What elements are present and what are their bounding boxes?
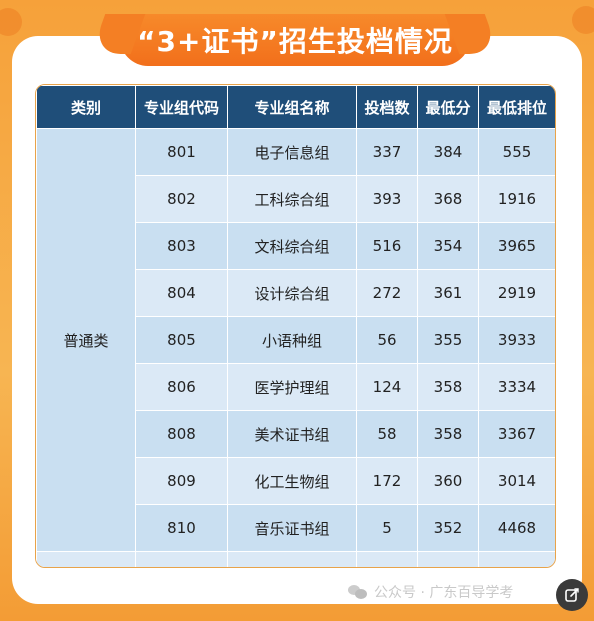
group-code-cell: 805: [135, 316, 228, 364]
min-rank-cell: 4468: [478, 504, 555, 552]
group-code-cell: 801: [135, 128, 228, 176]
table-row: 中外合作类 807 中外合作办学组 24 353 4117: [36, 551, 555, 567]
table-header-row: 类别 专业组代码 专业组名称 投档数 最低分 最低排位: [36, 85, 555, 129]
min-rank-cell: 3014: [478, 457, 555, 505]
admit-count-cell: 172: [356, 457, 418, 505]
min-rank-cell: 1916: [478, 175, 555, 223]
admission-table: 类别 专业组代码 专业组名称 投档数 最低分 最低排位 普通类 801 电子信息…: [36, 85, 555, 567]
group-name-cell: 设计综合组: [227, 269, 357, 317]
admit-count-cell: 5: [356, 504, 418, 552]
group-code-cell: 803: [135, 222, 228, 270]
watermark: 公众号 · 广东百导学考: [348, 581, 513, 603]
admit-count-cell: 516: [356, 222, 418, 270]
category-cell: 中外合作类: [36, 551, 136, 567]
table-row: 808 美术证书组 58 358 3367: [37, 410, 555, 458]
min-score-cell: 360: [417, 457, 479, 505]
min-rank-cell: 4117: [478, 551, 555, 567]
wechat-icon: [348, 585, 368, 599]
group-name-cell: 医学护理组: [227, 363, 357, 411]
min-rank-cell: 2919: [478, 269, 555, 317]
min-score-cell: 352: [417, 504, 479, 552]
table-row: 809 化工生物组 172 360 3014: [37, 457, 555, 505]
group-code-cell: 810: [135, 504, 228, 552]
header-group-code: 专业组代码: [135, 85, 228, 129]
group-name-cell: 美术证书组: [227, 410, 357, 458]
group-code-cell: 808: [135, 410, 228, 458]
decor-dot-right: [572, 6, 594, 34]
admit-count-cell: 337: [356, 128, 418, 176]
category-cell: 普通类: [36, 128, 136, 552]
admit-count-cell: 272: [356, 269, 418, 317]
table-row: 802 工科综合组 393 368 1916: [37, 175, 555, 223]
min-score-cell: 355: [417, 316, 479, 364]
group-name-cell: 文科综合组: [227, 222, 357, 270]
min-rank-cell: 3933: [478, 316, 555, 364]
header-min-rank: 最低排位: [478, 85, 555, 129]
header-group-name: 专业组名称: [227, 85, 357, 129]
min-score-cell: 384: [417, 128, 479, 176]
min-rank-cell: 3334: [478, 363, 555, 411]
min-score-cell: 353: [417, 551, 479, 567]
group-code-cell: 809: [135, 457, 228, 505]
admit-count-cell: 58: [356, 410, 418, 458]
title-banner: “3+证书”招生投档情况: [120, 14, 470, 66]
min-score-cell: 358: [417, 363, 479, 411]
group-name-cell: 电子信息组: [227, 128, 357, 176]
group-name-cell: 中外合作办学组: [227, 551, 357, 567]
header-min-score: 最低分: [417, 85, 479, 129]
header-category: 类别: [36, 85, 136, 129]
watermark-text: 公众号 · 广东百导学考: [374, 585, 514, 601]
header-admit-count: 投档数: [356, 85, 418, 129]
min-score-cell: 358: [417, 410, 479, 458]
min-rank-cell: 555: [478, 128, 555, 176]
group-code-cell: 806: [135, 363, 228, 411]
edit-icon: [565, 588, 579, 602]
edit-button[interactable]: [556, 579, 588, 611]
group-code-cell: 804: [135, 269, 228, 317]
group-code-cell: 807: [135, 551, 228, 567]
admit-count-cell: 56: [356, 316, 418, 364]
page-title: “3+证书”招生投档情况: [137, 25, 453, 58]
group-name-cell: 工科综合组: [227, 175, 357, 223]
admit-count-cell: 124: [356, 363, 418, 411]
admit-count-cell: 24: [356, 551, 418, 567]
table-row: 805 小语种组 56 355 3933: [37, 316, 555, 364]
decor-dot-left: [0, 8, 22, 36]
min-score-cell: 354: [417, 222, 479, 270]
table-row: 806 医学护理组 124 358 3334: [37, 363, 555, 411]
group-name-cell: 化工生物组: [227, 457, 357, 505]
group-code-cell: 802: [135, 175, 228, 223]
min-score-cell: 361: [417, 269, 479, 317]
admit-count-cell: 393: [356, 175, 418, 223]
table-row: 普通类 801 电子信息组 337 384 555: [36, 128, 555, 552]
min-rank-cell: 3367: [478, 410, 555, 458]
min-score-cell: 368: [417, 175, 479, 223]
admission-table-container: 类别 专业组代码 专业组名称 投档数 最低分 最低排位 普通类 801 电子信息…: [35, 84, 556, 568]
group-name-cell: 音乐证书组: [227, 504, 357, 552]
group-name-cell: 小语种组: [227, 316, 357, 364]
min-rank-cell: 3965: [478, 222, 555, 270]
